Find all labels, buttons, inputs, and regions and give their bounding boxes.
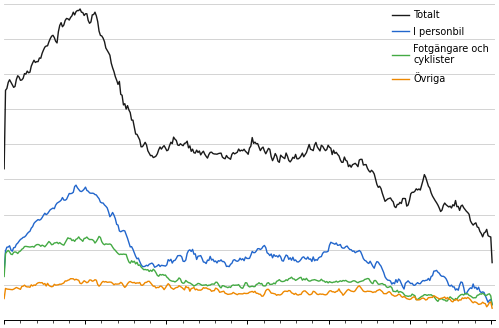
Totalt <box>431 196 437 200</box>
I personbil <box>280 259 286 263</box>
Fotgängare och
cyklister <box>15 252 21 256</box>
Totalt <box>15 74 21 78</box>
Fotgängare och
cyklister <box>1 275 7 278</box>
I personbil <box>15 241 21 245</box>
Totalt <box>297 156 303 160</box>
Övriga <box>93 278 99 282</box>
I personbil <box>297 259 303 263</box>
I personbil <box>1 270 7 274</box>
Totalt <box>1 167 7 171</box>
Övriga <box>489 306 495 310</box>
Totalt <box>489 261 495 265</box>
Totalt <box>307 147 313 151</box>
Fotgängare och
cyklister <box>307 279 313 283</box>
Line: Övriga: Övriga <box>4 279 492 308</box>
I personbil <box>93 193 99 197</box>
Fotgängare och
cyklister <box>96 235 102 238</box>
Totalt <box>93 14 99 18</box>
Övriga <box>297 293 303 297</box>
I personbil <box>489 302 495 306</box>
I personbil <box>73 183 79 187</box>
Övriga <box>431 294 437 298</box>
I personbil <box>307 257 313 261</box>
Fotgängare och
cyklister <box>431 294 437 298</box>
Fotgängare och
cyklister <box>280 279 286 283</box>
Line: I personbil: I personbil <box>4 185 492 304</box>
Övriga <box>67 277 73 281</box>
Line: Fotgängare och
cyklister: Fotgängare och cyklister <box>4 236 492 305</box>
Fotgängare och
cyklister <box>297 276 303 280</box>
Legend: Totalt, I personbil, Fotgängare och
cyklister, Övriga: Totalt, I personbil, Fotgängare och cykl… <box>388 6 493 88</box>
Fotgängare och
cyklister <box>92 241 98 245</box>
I personbil <box>431 269 437 273</box>
Övriga <box>307 293 313 297</box>
Line: Totalt: Totalt <box>4 9 492 263</box>
Övriga <box>1 297 7 300</box>
Övriga <box>15 286 21 290</box>
Totalt <box>280 156 286 160</box>
Totalt <box>77 7 83 11</box>
Övriga <box>280 290 286 294</box>
Fotgängare och
cyklister <box>489 303 495 307</box>
